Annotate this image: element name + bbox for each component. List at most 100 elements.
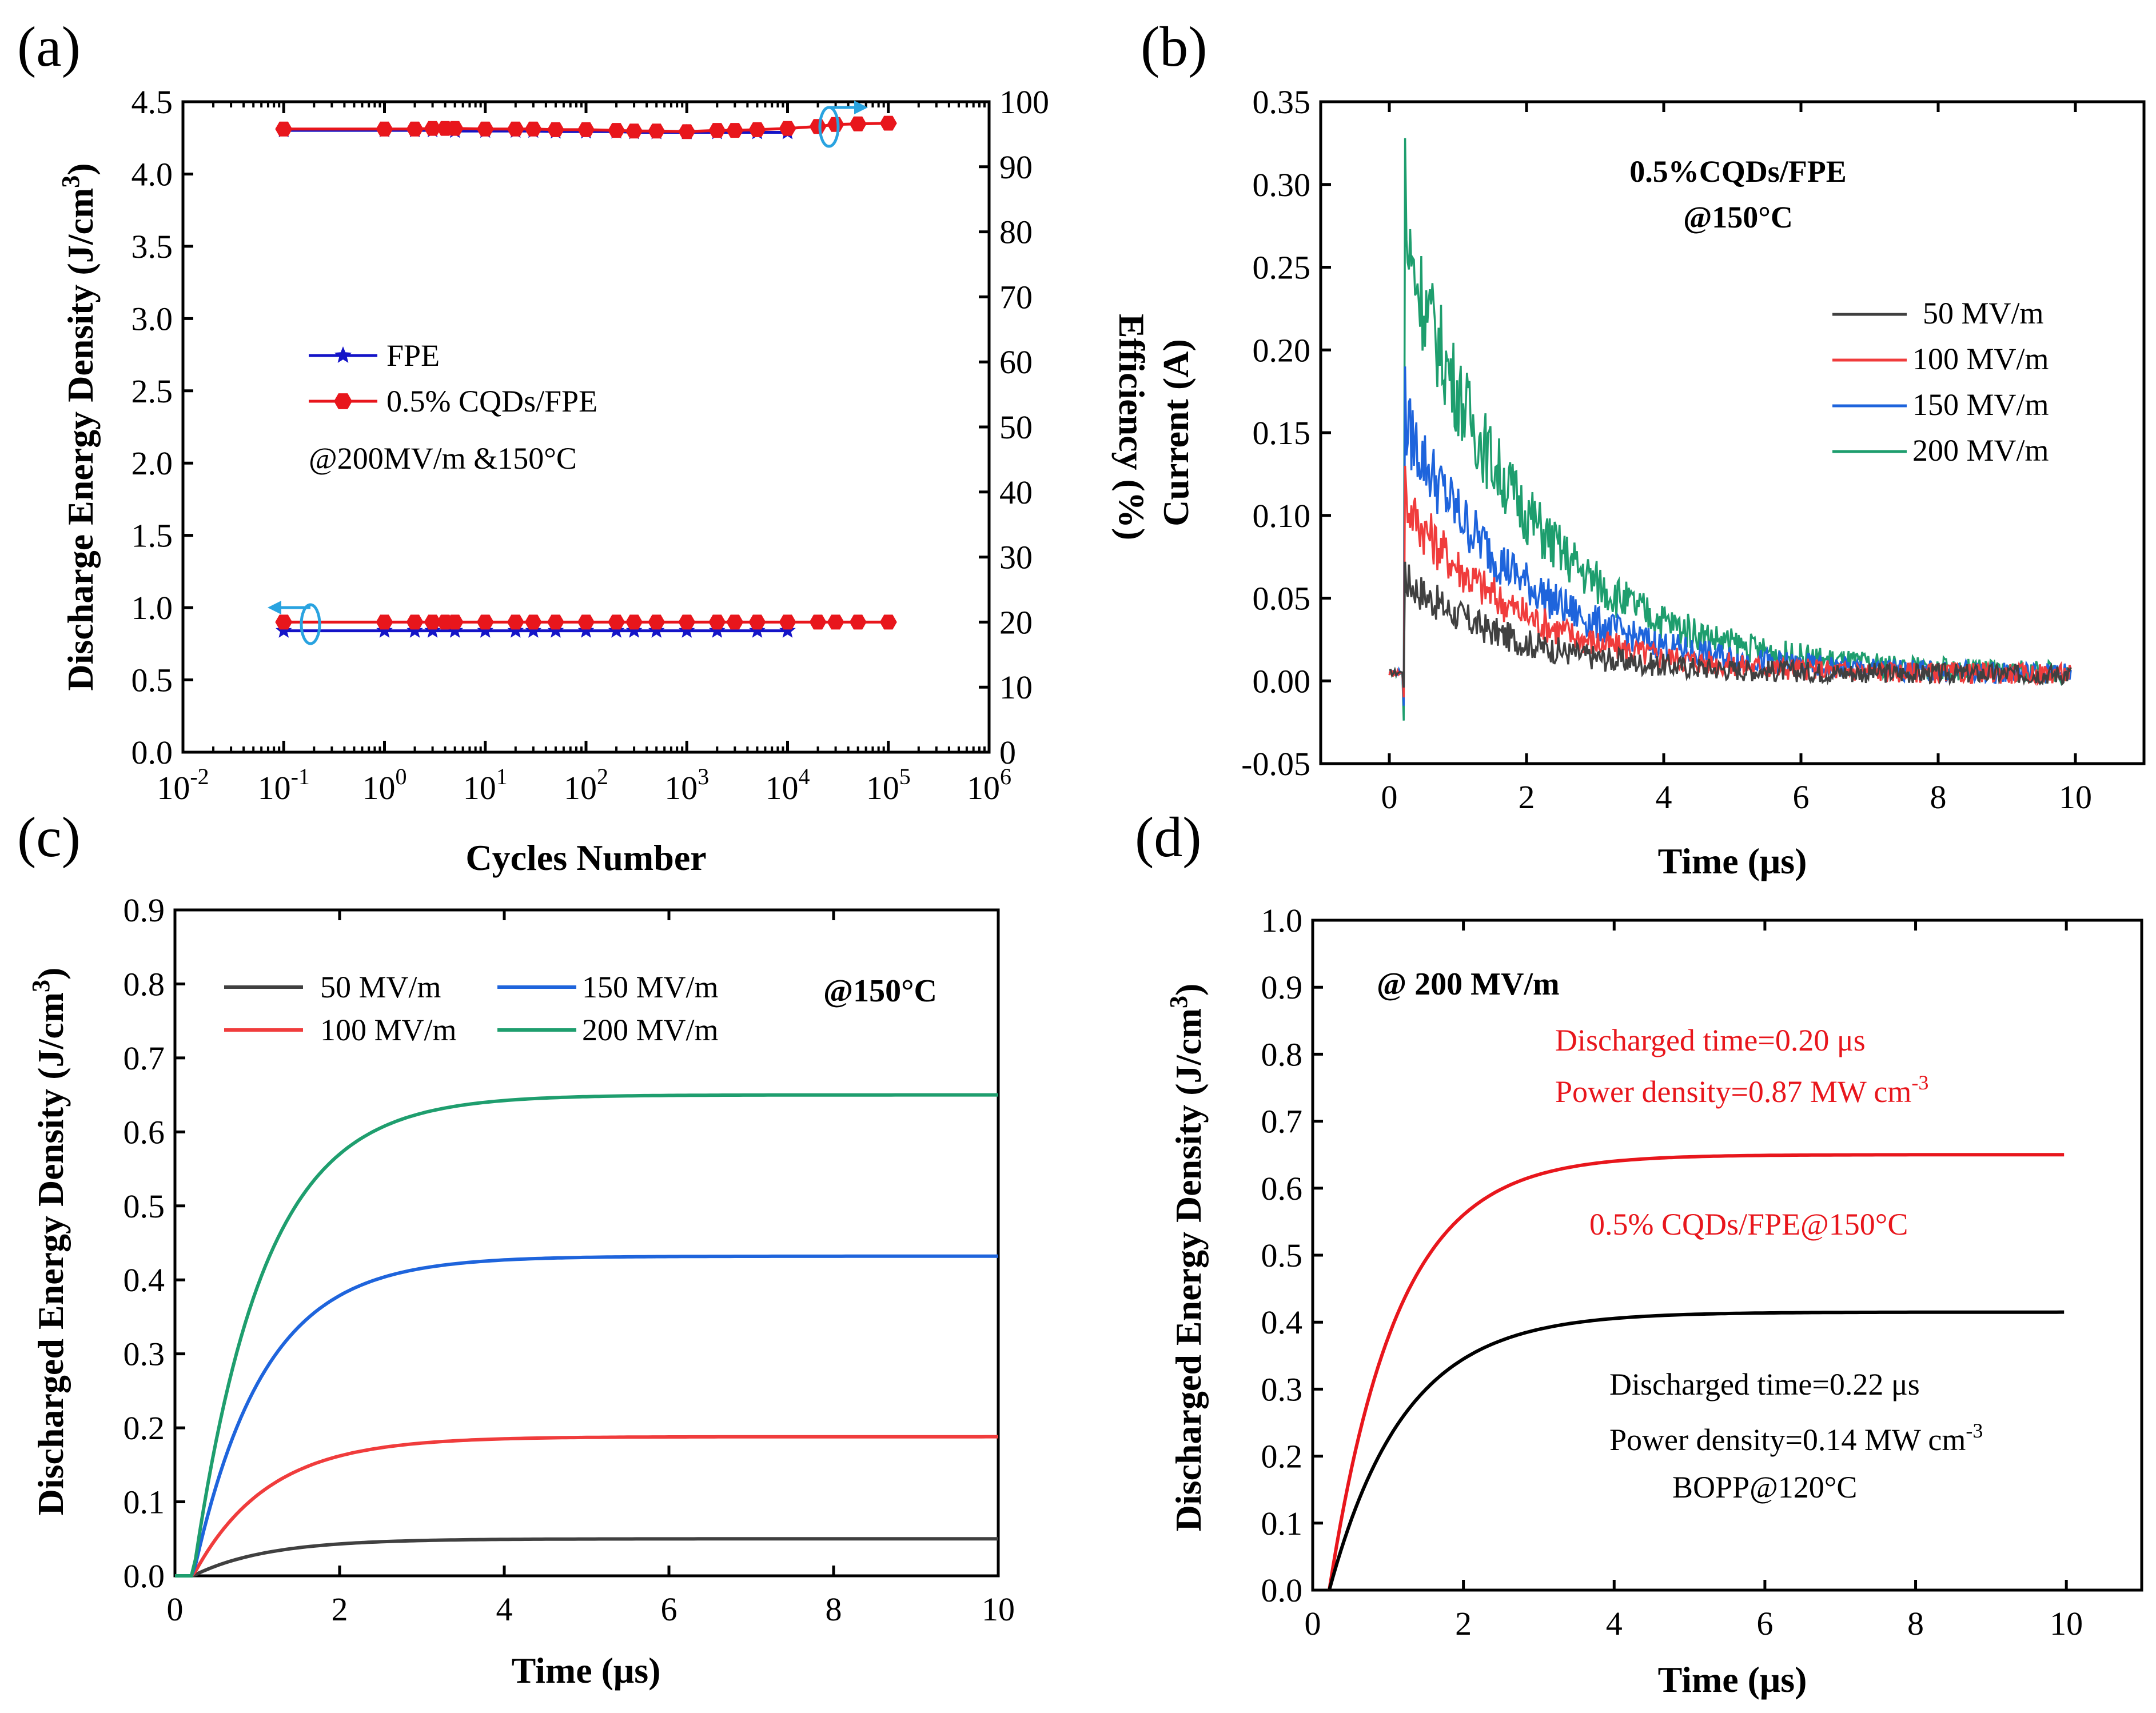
panel-a-point-hexagon <box>849 614 867 630</box>
panel-a-y2label: Efficiency (%) <box>1111 314 1152 540</box>
panel-b-legend: 50 MV/m 100 MV/m 150 MV/m 200 MV/m <box>1832 296 2049 468</box>
panel-b-legend-label-200: 200 MV/m <box>1912 433 2049 468</box>
panel-c-ytick-label: 0.2 <box>123 1409 165 1447</box>
panel-a-label: (a) <box>17 15 81 78</box>
panel-c: (c) 0 2 4 6 8 10 0.0 0.1 0.2 0.3 0.4 0.5 0.6 0.7 0.8 0.… <box>17 805 1015 1691</box>
panel-a-point-star <box>507 622 524 638</box>
panel-a-xtick-label: 104 <box>766 764 810 806</box>
panel-a-point-hexagon <box>577 122 595 137</box>
panel-b-ytick-label: -0.05 <box>1241 745 1310 782</box>
panel-a-point-hexagon <box>748 614 766 630</box>
panel-b-ytick-label: 0.00 <box>1253 662 1311 700</box>
panel-a-y2tick-label: 20 <box>999 604 1033 641</box>
panel-d-label: (d) <box>1135 805 1202 869</box>
panel-c-legend-label-100: 100 MV/m <box>320 1013 457 1047</box>
panel-c-frame <box>173 908 1000 1578</box>
panel-a-point-star <box>424 622 441 638</box>
panel-c-legend: 50 MV/m 150 MV/m 100 MV/m 200 MV/m <box>224 970 719 1047</box>
panel-b-ytick-label: 0.05 <box>1253 580 1311 617</box>
panel-b-ytick-label: 0.15 <box>1253 414 1311 452</box>
panel-d-red-discharge-time: Discharged time=0.20 μs <box>1555 1023 1866 1057</box>
panel-a-legend-fpe-marker <box>334 346 352 363</box>
panel-a-point-star <box>709 622 726 638</box>
panel-d-xtick-label: 8 <box>1907 1605 1924 1642</box>
panel-a-point-star <box>477 622 493 638</box>
panel-a-point-hexagon <box>376 614 393 630</box>
panel-a-ytick-label: 1.0 <box>131 589 173 626</box>
panel-a-ytick-label: 2.0 <box>131 445 173 482</box>
panel-b-xtick-label: 8 <box>1930 778 1947 816</box>
panel-d-ylabel: Discharged Energy Density (J/cm3) <box>1165 984 1209 1532</box>
panel-a-xtick-label: 102 <box>564 764 608 806</box>
panel-a-series <box>275 115 897 638</box>
panel-a-point-hexagon <box>507 614 524 630</box>
panel-b-xtick-label: 6 <box>1793 778 1810 816</box>
panel-a-point-hexagon <box>827 614 844 630</box>
panel-d-ytick-label: 1.0 <box>1261 902 1303 939</box>
panel-a-point-hexagon <box>779 121 796 136</box>
panel-a-point-star <box>376 622 393 638</box>
panel-a-point-hexagon <box>708 123 726 138</box>
panel-a-ylabel: Discharge Energy Density (J/cm3) <box>57 163 101 690</box>
panel-d-xtick-label: 6 <box>1756 1605 1773 1642</box>
panel-c-ytick-label: 0.3 <box>123 1336 165 1373</box>
panel-b-xtick-label: 4 <box>1656 778 1672 816</box>
panel-a-point-hexagon <box>577 614 595 630</box>
panel-a-point-hexagon <box>406 614 424 630</box>
panel-a-y2tick-label: 60 <box>999 344 1033 381</box>
panel-a-xtick-label: 106 <box>967 764 1011 806</box>
panel-b-label: (b) <box>1141 15 1207 78</box>
panel-d-series-line <box>1328 1310 2065 1591</box>
panel-c-annotation: @150°C <box>823 973 937 1009</box>
panel-b-ytick-label: 0.10 <box>1253 497 1311 534</box>
panel-a-y2tick-label: 100 <box>999 83 1049 121</box>
panel-a-y2tick-label: 90 <box>999 149 1033 186</box>
panel-a-legend-cqd-label: 0.5% CQDs/FPE <box>386 384 597 418</box>
panel-c-ytick-label: 0.6 <box>123 1113 165 1151</box>
panel-d-black-series-label: BOPP@120°C <box>1672 1470 1857 1504</box>
panel-a-y2tick-label: 50 <box>999 409 1033 446</box>
panel-a-y2tick-label: 80 <box>999 214 1033 251</box>
panel-c-ytick-label: 0.0 <box>123 1558 165 1595</box>
panel-a-point-hexagon <box>879 614 897 630</box>
panel-a-ytick-label: 3.5 <box>131 228 173 265</box>
panel-d-ytick-label: 0.2 <box>1261 1438 1303 1475</box>
panel-c-ytick-label: 0.8 <box>123 965 165 1003</box>
panel-b-legend-label-150: 150 MV/m <box>1912 388 2049 422</box>
panel-c-legend-label-200: 200 MV/m <box>582 1013 719 1047</box>
panel-c-axes: 0 2 4 6 8 10 0.0 0.1 0.2 0.3 0.4 0.5 0.6 0.7 0.8 0.9 <box>123 892 1015 1628</box>
panel-a-point-hexagon <box>625 614 643 630</box>
panel-a-point-hexagon <box>827 117 844 132</box>
panel-a-point-hexagon <box>809 119 827 134</box>
panel-d-black-discharge-time: Discharged time=0.22 μs <box>1609 1367 1920 1401</box>
panel-a-legend-fpe-label: FPE <box>386 338 440 373</box>
panel-a-ytick-label: 4.5 <box>131 83 173 121</box>
panel-a-point-hexagon <box>879 115 897 131</box>
panel-a-y2tick-label: 0 <box>999 734 1016 771</box>
panel-a-point-hexagon <box>678 124 696 139</box>
panel-a-annotation: @200MV/m &150°C <box>309 441 577 476</box>
panel-a-point-hexagon <box>678 614 696 630</box>
panel-b-series-line <box>1389 561 2072 688</box>
panel-a-point-star <box>525 622 542 638</box>
panel-a: (a) 10-2 10-1 100 101 102 103 104 105 1060.00.51… <box>17 15 1152 878</box>
panel-a-point-hexagon <box>648 614 665 630</box>
panel-b-annotation-line1: 0.5%CQDs/FPE <box>1629 154 1847 189</box>
panel-d-xtick-label: 0 <box>1305 1605 1321 1642</box>
panel-a-point-star <box>608 622 625 638</box>
panel-a-point-star <box>779 622 796 638</box>
panel-a-point-hexagon <box>726 614 744 630</box>
panel-a-ytick-label: 4.0 <box>131 155 173 193</box>
panel-a-point-hexagon <box>446 614 464 630</box>
panel-a-point-hexagon <box>648 123 665 139</box>
panel-a-point-star <box>407 622 423 638</box>
panel-c-xtick-label: 0 <box>167 1591 184 1628</box>
panel-a-right-axis-arrowhead <box>854 101 868 114</box>
panel-a-xtick-label: 101 <box>463 764 508 806</box>
panel-d-axes: 0 2 4 6 8 10 0.0 0.1 0.2 0.3 0.4 0.5 0.6 0.7 0.8 0.9 1.0 <box>1261 902 2083 1642</box>
panel-c-ytick-label: 0.5 <box>123 1188 165 1225</box>
panel-d-ytick-label: 0.7 <box>1261 1103 1303 1140</box>
panel-b-xtick-label: 10 <box>2059 778 2092 816</box>
panel-a-point-hexagon <box>779 614 796 630</box>
panel-a-point-star <box>679 622 695 638</box>
